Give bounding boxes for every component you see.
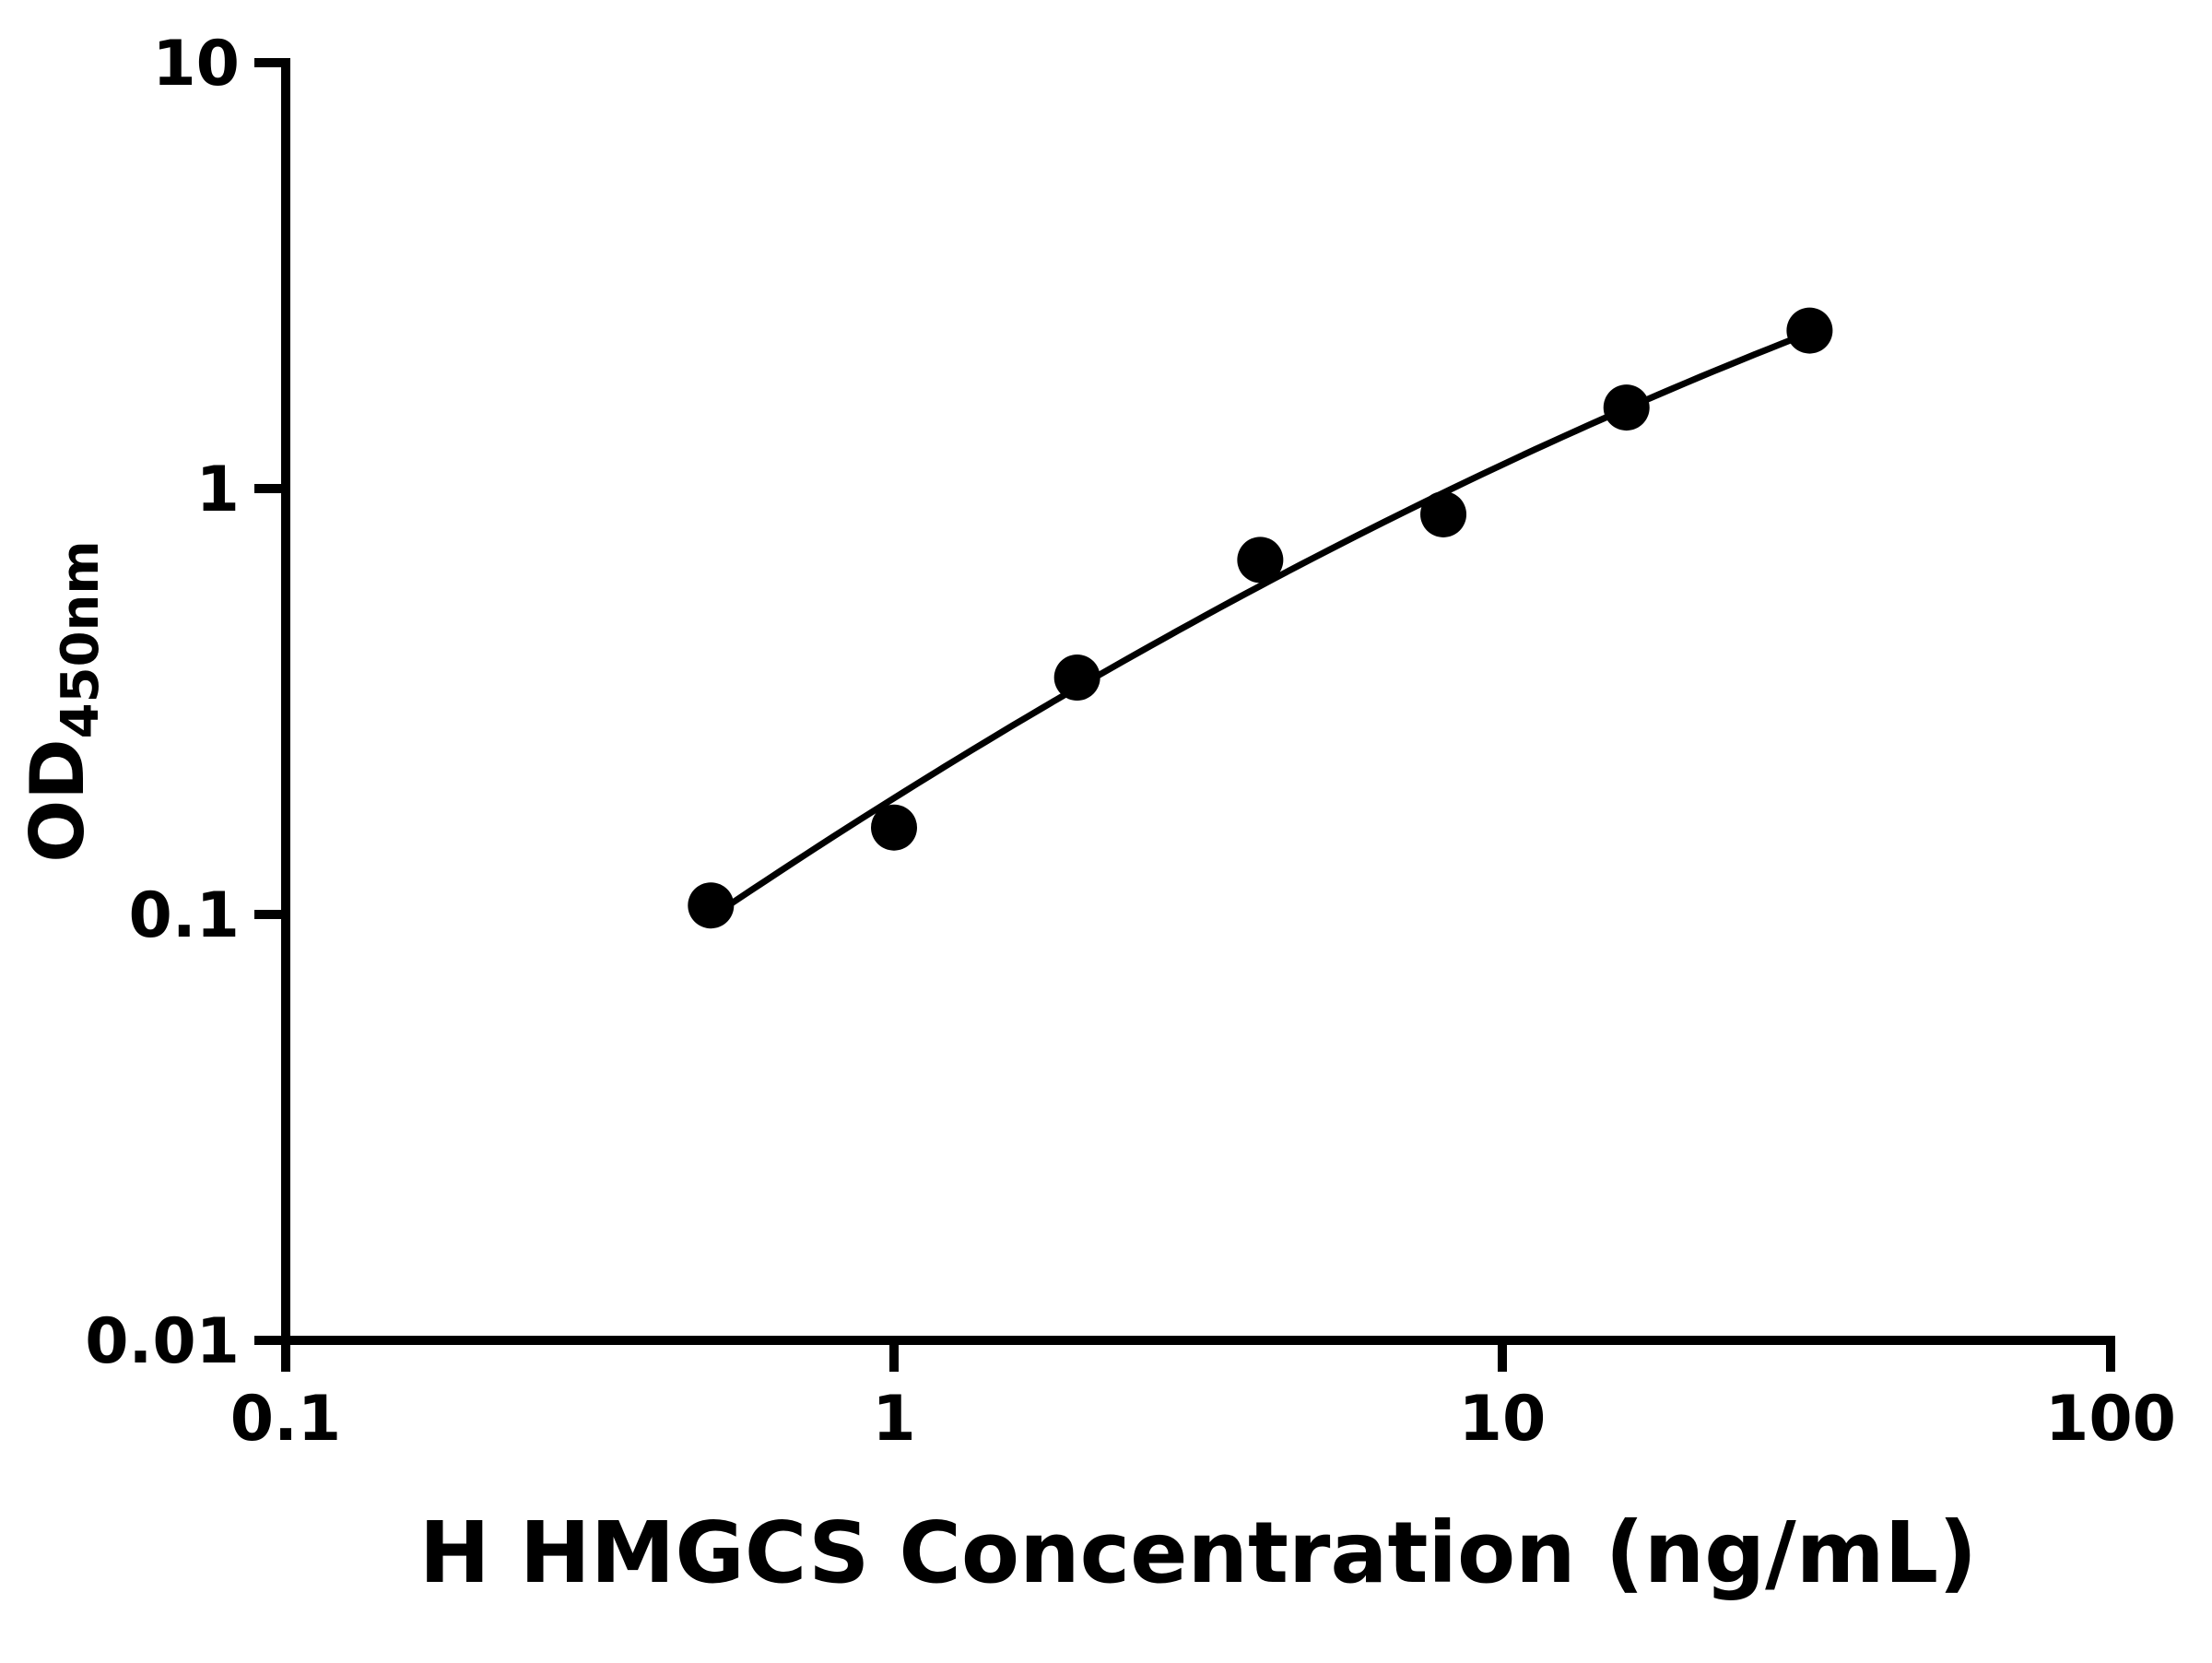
data-point [688, 882, 735, 929]
x-axis-label: H HMGCS Concentration (ng/mL) [419, 1504, 1977, 1602]
y-axis-label-subscript: 450nm [51, 540, 111, 738]
y-tick-label: 0.1 [129, 879, 240, 952]
data-point [871, 804, 917, 851]
y-tick-label: 1 [196, 454, 240, 526]
x-tick-label: 0.1 [230, 1383, 341, 1456]
y-axis-label: OD450nm [15, 540, 111, 863]
y-axis-label-main: OD [15, 738, 100, 862]
data-point [1237, 537, 1284, 584]
data-point [1786, 307, 1833, 354]
data-point [1420, 490, 1467, 537]
data-point [1053, 654, 1100, 701]
ticks-group [254, 58, 2115, 1372]
x-tick-label: 10 [1459, 1383, 1547, 1456]
axes-group [281, 58, 2115, 1345]
points-group [688, 307, 1833, 929]
x-tick-label: 1 [872, 1383, 915, 1456]
y-tick-label: 0.01 [85, 1305, 240, 1378]
x-tick-label: 100 [2045, 1383, 2176, 1456]
y-tick-label: 10 [152, 28, 240, 100]
data-point [1603, 384, 1650, 431]
